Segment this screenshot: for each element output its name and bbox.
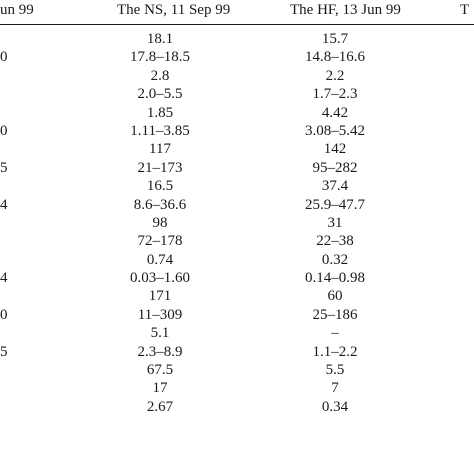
table-row: 16.5 37.4 [0,177,474,195]
table-cell: 0 [0,306,8,323]
column-header-jun-99: un 99 [0,2,34,18]
table-cell: 95–282 [312,159,358,176]
table-cell: 1.1–2.2 [312,343,358,360]
table-row: 5.1 – [0,324,474,342]
table-cell: 17.8–18.5 [130,49,190,66]
table-cell: 2.3–8.9 [137,343,183,360]
table-cell: 1.85 [146,104,174,121]
table-cell: 18.1 [146,31,174,47]
table-cell: 2.0–5.5 [137,86,183,103]
table-cell: 25–186 [312,306,358,323]
table-cell: 5.5 [325,362,345,379]
table-cell: – [331,325,339,342]
table-cell: 0.32 [321,251,349,268]
table-row: 67.5 5.5 [0,361,474,379]
table-row: 4 0.03–1.60 0.14–0.98 [0,269,474,287]
table-row: 5 21–173 95–282 [0,159,474,177]
table-cell: 2.8 [150,67,170,84]
table-header-row: un 99 The NS, 11 Sep 99 The HF, 13 Jun 9… [0,0,474,20]
table-cell: 4 [0,270,8,287]
table-row: 171 60 [0,287,474,305]
table-cell: 4 [0,196,8,213]
table-cell: 0.03–1.60 [130,270,190,287]
table-cell: 5 [0,343,8,360]
table-cell: 14.8–16.6 [305,49,365,66]
table-cell: 25.9–47.7 [305,196,365,213]
table-cell: 5.1 [150,325,170,342]
column-header-partial: T [460,2,470,18]
table-row: 1.85 4.42 [0,104,474,122]
table-cell: 142 [323,141,347,158]
column-header-hf-13-jun-99: The HF, 13 Jun 99 [290,2,401,18]
table-row: 0 11–309 25–186 [0,306,474,324]
table-cell: 117 [149,141,171,158]
table-cell: 0 [0,122,8,139]
table-cell: 17 [152,380,168,397]
column-header-ns-11-sep-99: The NS, 11 Sep 99 [117,2,231,18]
table-cell: 60 [327,288,343,305]
table-cell: 0.74 [146,251,174,268]
table-cell: 171 [148,288,172,305]
table-cell: 0.14–0.98 [305,270,365,287]
table-cell: 4.42 [321,104,349,121]
table-row: 72–178 22–38 [0,232,474,250]
table-cell: 98 [152,214,168,231]
table-cell: 37.4 [321,178,349,195]
table-cell: 8.6–36.6 [133,196,187,213]
table-row: 0 1.11–3.85 3.08–5.42 [0,122,474,140]
table-cell: 0 [0,49,8,66]
table-row: 117 142 [0,140,474,158]
table-row: 5 2.3–8.9 1.1–2.2 [0,343,474,361]
table-cell: 21–173 [137,159,183,176]
table-cell: 5 [0,159,8,176]
table-cell: 2.67 [146,398,174,415]
table-cell: 7 [331,380,339,397]
table-row: 98 31 [0,214,474,232]
table-cell: 67.5 [146,362,174,379]
table-cell: 11–309 [137,306,183,323]
table-cell: 15.7 [321,31,349,47]
table-row: 0 17.8–18.5 14.8–16.6 [0,48,474,66]
table-row: 18.1 15.7 [0,30,474,48]
table-row: 4 8.6–36.6 25.9–47.7 [0,196,474,214]
table-cell: 22–38 [316,233,354,250]
table-cell: 3.08–5.42 [305,122,365,139]
table-row: 2.8 2.2 [0,67,474,85]
header-divider-rule [0,24,474,25]
table-row: 17 7 [0,379,474,397]
table-cell: 1.7–2.3 [312,86,358,103]
table-cell: 0.34 [321,398,349,415]
table-row: 0.74 0.32 [0,251,474,269]
table-row: 2.0–5.5 1.7–2.3 [0,85,474,103]
table-cell: 16.5 [146,178,174,195]
table-cell: 1.11–3.85 [130,122,190,139]
table-cell: 31 [327,214,343,231]
table-cell: 72–178 [137,233,183,250]
table-body: 18.1 15.7 0 17.8–18.5 14.8–16.6 2.8 2.2 2.0–5.5… [0,30,474,416]
table-row: 2.67 0.34 [0,398,474,416]
table-cell: 2.2 [325,67,345,84]
